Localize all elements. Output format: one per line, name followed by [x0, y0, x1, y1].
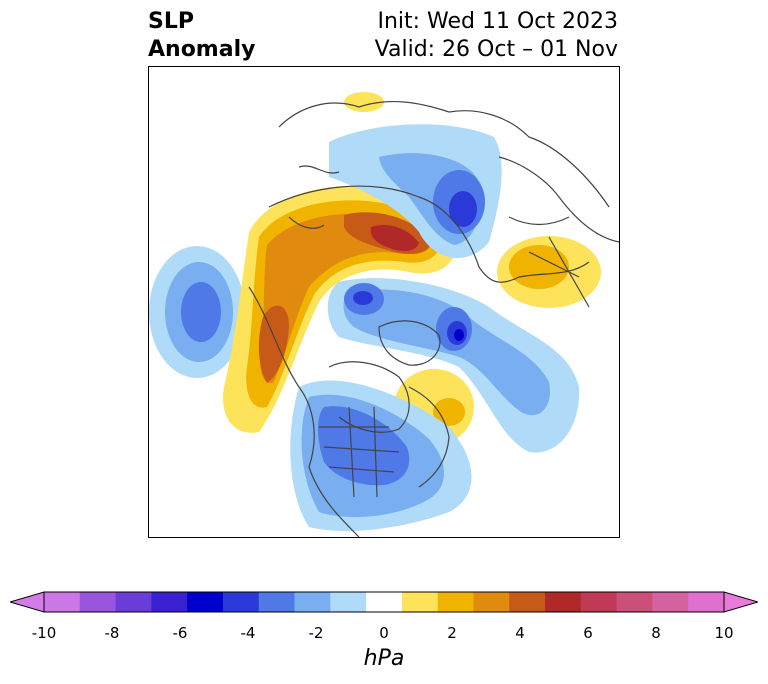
colorbar-segment [44, 592, 81, 612]
slp-anomaly-map [149, 92, 619, 537]
colorbar-tick-label: -4 [240, 624, 256, 642]
anomaly-low-pacific [149, 246, 245, 378]
colorbar-segment [437, 592, 474, 612]
colorbar-tick-label: -2 [308, 624, 324, 642]
colorbar-tick-label: -10 [31, 624, 57, 642]
map-panel [148, 66, 620, 538]
colorbar-segment [330, 592, 367, 612]
colorbar-segment [151, 592, 188, 612]
colorbar-segment [509, 592, 546, 612]
colorbar-segment [258, 592, 296, 612]
colorbar-segment [366, 592, 403, 612]
colorbar-segment [79, 592, 117, 612]
colorbar-segment [401, 592, 439, 612]
colorbar-segment [222, 592, 260, 612]
title-anomaly: Anomaly [148, 37, 256, 62]
colorbar-units: hPa [363, 646, 405, 671]
anomaly-high-ridge [223, 185, 458, 433]
map-title-right: Init: Wed 11 Oct 2023 Valid: 26 Oct – 01… [375, 8, 618, 64]
colorbar-under-arrow [10, 591, 45, 613]
colorbar-segment [688, 592, 725, 612]
anomaly-high-eurasia [344, 92, 601, 445]
colorbar-tick-label: -6 [172, 624, 188, 642]
colorbar-segment [652, 592, 689, 612]
valid-range: Valid: 26 Oct – 01 Nov [374, 37, 618, 62]
colorbar-tick-label: 4 [515, 624, 525, 642]
colorbar-tick-label: -8 [104, 624, 120, 642]
colorbar-segment [473, 592, 510, 612]
colorbar-tick-label: 0 [379, 624, 389, 642]
anomaly-low-arctic [327, 278, 580, 453]
init-date: Init: Wed 11 Oct 2023 [377, 9, 618, 34]
colorbar-segment [187, 592, 224, 612]
map-title-left: SLP Anomaly [148, 8, 255, 64]
colorbar-segment [115, 592, 152, 612]
title-variable: SLP [148, 9, 194, 34]
colorbar-segments [44, 592, 725, 612]
colorbar-segment [545, 592, 582, 612]
colorbar-over-arrow [723, 591, 758, 613]
colorbar-segment [616, 592, 653, 612]
colorbar-tick-label: 8 [651, 624, 661, 642]
colorbar-tick-label: 10 [714, 624, 734, 642]
coastlines [248, 100, 619, 537]
anomaly-low-north-america [290, 380, 472, 532]
colorbar-tick-label: 6 [583, 624, 593, 642]
colorbar [10, 591, 758, 613]
colorbar-segment [294, 592, 331, 612]
colorbar-segment [580, 592, 618, 612]
colorbar-tick-label: 2 [447, 624, 457, 642]
